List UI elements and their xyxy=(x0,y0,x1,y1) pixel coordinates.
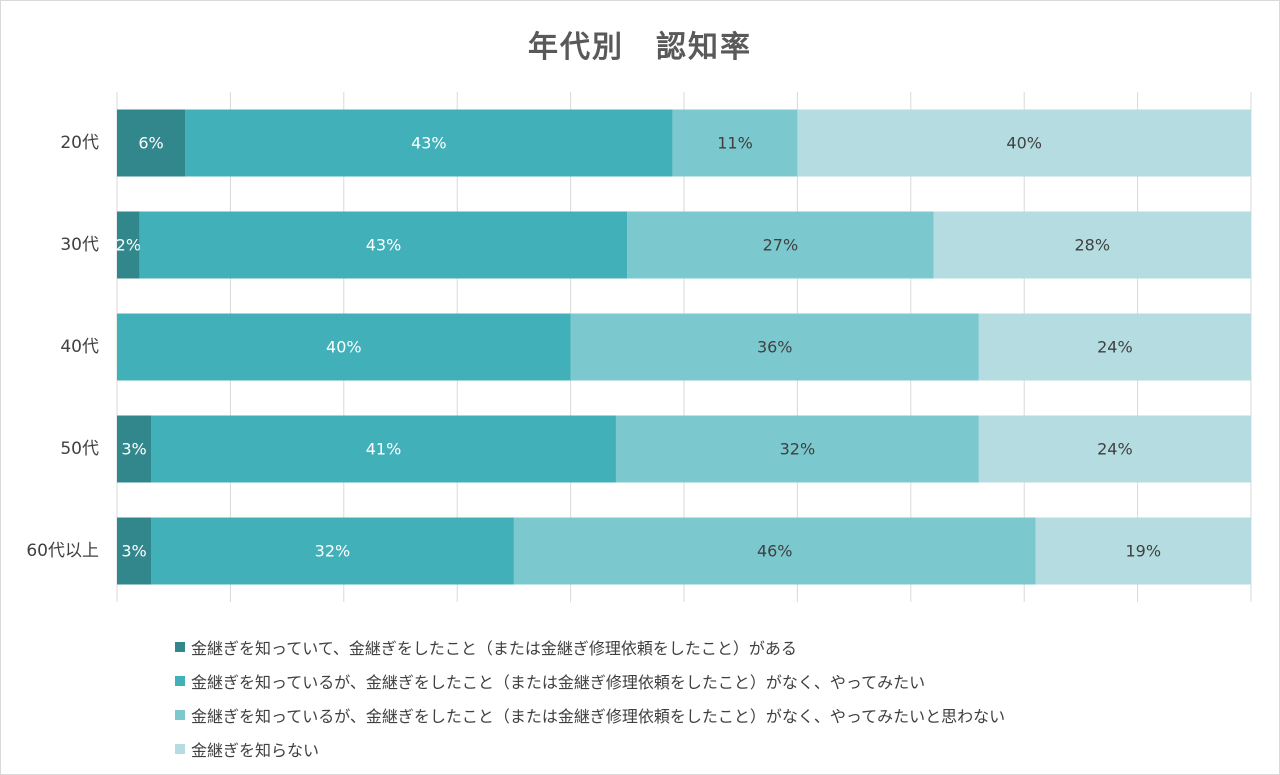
bar-segment xyxy=(185,109,673,177)
bar-segment xyxy=(570,313,979,381)
bars: 6% 43% 11% 40% 2% 43% 27% 28% 40% 36% 24% 3% 41% 32% 2… xyxy=(116,109,1251,585)
legend-item: 金継ぎを知らない xyxy=(175,732,1005,766)
data-label: 28% xyxy=(1074,236,1110,255)
data-label: 43% xyxy=(366,236,402,255)
category-label: 40代 xyxy=(60,337,99,357)
chart-title: 年代別 認知率 xyxy=(528,30,752,65)
bar-segment xyxy=(797,109,1251,177)
bar-segment xyxy=(933,211,1251,279)
legend-swatch xyxy=(175,744,185,754)
bar-segment xyxy=(117,211,140,279)
legend-swatch xyxy=(175,642,185,652)
bar-segment xyxy=(117,517,152,585)
data-label: 46% xyxy=(757,542,793,561)
bar-segment xyxy=(151,415,616,483)
data-label: 43% xyxy=(411,134,447,153)
bar-segment xyxy=(513,517,1036,585)
data-label: 40% xyxy=(1006,134,1042,153)
category-label: 60代以上 xyxy=(26,541,99,561)
legend-item: 金継ぎを知っているが、金継ぎをしたこと（または金継ぎ修理依頼をしたこと）がなく、… xyxy=(175,698,1005,732)
legend-swatch xyxy=(175,676,185,686)
data-label: 24% xyxy=(1097,440,1133,459)
category-axis: 20代 30代 40代 50代 60代以上 xyxy=(26,133,99,561)
category-label: 20代 xyxy=(60,133,99,153)
legend-label: 金継ぎを知っているが、金継ぎをしたこと（または金継ぎ修理依頼をしたこと）がなく、… xyxy=(191,707,1006,726)
bar-segment xyxy=(672,109,798,177)
data-label: 6% xyxy=(138,134,163,153)
data-label: 3% xyxy=(121,440,146,459)
data-label: 24% xyxy=(1097,338,1133,357)
bar-segment xyxy=(117,109,186,177)
bar-segment xyxy=(615,415,979,483)
legend-swatch xyxy=(175,710,185,720)
data-label: 36% xyxy=(757,338,793,357)
bar-segment xyxy=(117,415,152,483)
category-label: 30代 xyxy=(60,235,99,255)
bar-segment xyxy=(978,313,1251,381)
data-label: 32% xyxy=(315,542,351,561)
legend-label: 金継ぎを知っているが、金継ぎをしたこと（または金継ぎ修理依頼をしたこと）がなく、… xyxy=(191,673,926,692)
data-label: 3% xyxy=(121,542,146,561)
data-label: 19% xyxy=(1125,542,1161,561)
data-label: 32% xyxy=(780,440,816,459)
data-label: 41% xyxy=(366,440,402,459)
category-label: 50代 xyxy=(60,439,99,459)
legend-label: 金継ぎを知っていて、金継ぎをしたこと（または金継ぎ修理依頼をしたこと）がある xyxy=(191,639,797,658)
bar-segment xyxy=(117,313,571,381)
data-label: 11% xyxy=(717,134,753,153)
legend-item: 金継ぎを知っているが、金継ぎをしたこと（または金継ぎ修理依頼をしたこと）がなく、… xyxy=(175,664,1005,698)
data-label: 2% xyxy=(116,236,141,255)
bar-segment xyxy=(978,415,1251,483)
legend-label: 金継ぎを知らない xyxy=(191,741,320,760)
legend: 金継ぎを知っていて、金継ぎをしたこと（または金継ぎ修理依頼をしたこと）がある 金継… xyxy=(175,630,1005,766)
data-label: 40% xyxy=(326,338,362,357)
bar-segment xyxy=(627,211,934,279)
bar-segment xyxy=(1035,517,1251,585)
bar-segment xyxy=(139,211,628,279)
bar-segment xyxy=(151,517,514,585)
legend-item: 金継ぎを知っていて、金継ぎをしたこと（または金継ぎ修理依頼をしたこと）がある xyxy=(175,630,1005,664)
data-label: 27% xyxy=(763,236,799,255)
